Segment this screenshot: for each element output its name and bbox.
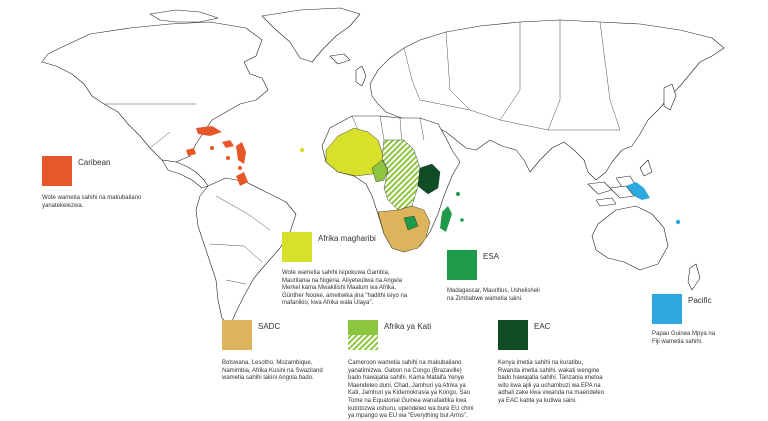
- afrika-magharibi-text: Wote wametia sahihi isipokuwa Gambia, Ma…: [282, 270, 408, 307]
- esa-text: Madagascar, Mauritius, Ushelisheli na Zi…: [447, 288, 540, 302]
- afrika-magharibi-swatch: [282, 232, 312, 262]
- sadc-swatch: [222, 320, 252, 350]
- esa-swatch: [447, 250, 477, 280]
- papua-new-guinea: [626, 182, 650, 200]
- australia: [591, 205, 669, 271]
- madagascar: [440, 206, 452, 232]
- pacific-title: Pacific: [688, 296, 712, 305]
- eurasia: [369, 19, 725, 181]
- fiji: [675, 219, 681, 225]
- iceland: [329, 53, 351, 65]
- afrika-ya-kati-swatch: [348, 320, 378, 350]
- cape-verde: [299, 147, 305, 153]
- south-america: [195, 177, 297, 327]
- caribean-swatch: [42, 156, 72, 186]
- japan: [663, 83, 677, 111]
- arctic-islands: [149, 9, 219, 23]
- pacific-swatch: [652, 294, 682, 324]
- caribean-text: Wote wametia sahihi na makubaliano yanat…: [42, 195, 142, 209]
- sadc-title: SADC: [258, 322, 281, 331]
- esa-title: ESA: [483, 252, 500, 261]
- caribean-title: Caribean: [78, 158, 111, 167]
- eac-swatch: [498, 320, 528, 350]
- new-guinea-west: [609, 185, 635, 199]
- pacific-text: Papau Guinea Mpya na Fiji wametia sahihi…: [652, 331, 716, 345]
- zimbabwe: [403, 215, 419, 231]
- french-guiana: [236, 172, 248, 186]
- caribbean-islands: [186, 126, 246, 170]
- new-zealand: [687, 263, 701, 291]
- afrika-ya-kati-title: Afrika ya Kati: [384, 322, 432, 331]
- afrika-magharibi-title: Afrika magharibi: [318, 234, 376, 243]
- eac-title: EAC: [534, 322, 551, 331]
- north-america: [41, 21, 269, 163]
- hatch-pattern-icon: [348, 335, 378, 350]
- mauritius: [460, 218, 464, 222]
- central-america: [161, 159, 209, 189]
- eac-text: Kenya imetia sahihi na kuratibu, Rwanda …: [498, 360, 605, 404]
- afrika-ya-kati-text: Cameroon wametia sahihi na makubaliano y…: [348, 360, 474, 420]
- greenland: [261, 7, 361, 63]
- british-isles: [355, 65, 367, 87]
- central-africa-signed: [371, 159, 389, 183]
- sadc-region: [377, 205, 431, 253]
- sadc-text: Botswana, Lesotho, Mozambique, Namimbia,…: [222, 360, 323, 382]
- seychelles: [456, 192, 460, 196]
- east-african-community: [417, 163, 441, 195]
